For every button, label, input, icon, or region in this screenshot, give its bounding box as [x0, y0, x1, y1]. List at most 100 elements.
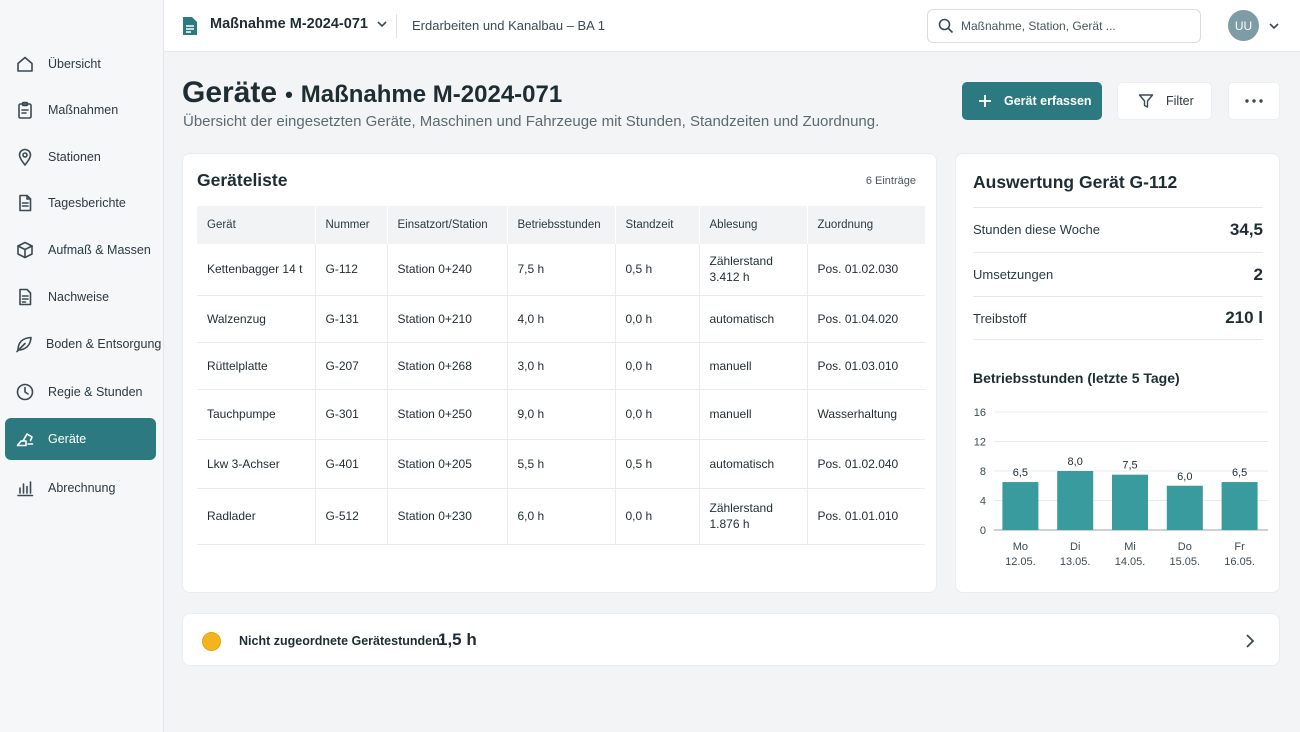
column-header[interactable]: Ablesung	[699, 206, 808, 244]
avatar[interactable]: UU	[1228, 10, 1259, 41]
sidebar-item-abrechnung[interactable]: Abrechnung	[5, 467, 156, 509]
sidebar-item-tagesberichte[interactable]: Tagesberichte	[5, 182, 156, 224]
bar-value-label: 6,5	[1013, 467, 1028, 479]
cell-reading: automatisch	[699, 439, 808, 489]
unassigned-hours-label: Nicht zugeordnete Gerätestunden:	[239, 634, 444, 648]
x-tick-label-date: 13.05.	[1060, 556, 1091, 568]
cell-hours: 6,0 h	[507, 488, 616, 545]
column-header[interactable]: Zuordnung	[807, 206, 925, 244]
cell-assignment: Pos. 01.04.020	[807, 295, 925, 343]
cell-reading: manuell	[699, 342, 808, 390]
cell-device: Walzenzug	[197, 295, 316, 343]
cell-device: Rüttelplatte	[197, 342, 316, 390]
table-row[interactable]: Tauchpumpe G-301 Station 0+250 9,0 h 0,0…	[197, 389, 925, 440]
home-icon	[14, 53, 36, 75]
sidebar-item-massnahmen[interactable]: Maßnahmen	[5, 89, 156, 131]
more-horizontal-icon	[1245, 99, 1263, 103]
reading-value: 1.876 h	[709, 517, 750, 531]
page-title-measure: Maßnahme M-2024-071	[300, 81, 563, 108]
sidebar-item-regie[interactable]: Regie & Stunden	[5, 371, 156, 413]
x-tick-label-day: Mo	[1013, 541, 1028, 553]
bar	[1166, 485, 1203, 530]
cell-assignment: Pos. 01.02.030	[807, 244, 925, 296]
stat-fuel: Treibstoff 210 l	[973, 296, 1263, 340]
plus-icon	[979, 95, 991, 107]
column-header[interactable]: Standzeit	[615, 206, 700, 244]
unassigned-hours-banner[interactable]: Nicht zugeordnete Gerätestunden: 1,5 h	[182, 613, 1280, 666]
sidebar: Übersicht Maßnahmen Stationen Tagesberic…	[0, 0, 164, 732]
cell-assignment: Pos. 01.02.040	[807, 439, 925, 489]
cell-assignment: Wasserhaltung	[807, 389, 925, 440]
stat-label: Umsetzungen	[973, 267, 1054, 282]
sidebar-item-geraete[interactable]: Geräte	[5, 418, 156, 460]
page-title-separator: •	[285, 82, 293, 107]
search-box[interactable]	[927, 9, 1201, 43]
x-tick-label-day: Di	[1070, 541, 1080, 553]
table-row[interactable]: Radlader G-512 Station 0+230 6,0 h 0,0 h…	[197, 488, 925, 545]
sidebar-item-nachweise[interactable]: Nachweise	[5, 276, 156, 318]
column-header[interactable]: Betriebsstunden	[507, 206, 616, 244]
table-row[interactable]: Rüttelplatte G-207 Station 0+268 3,0 h 0…	[197, 342, 925, 390]
sidebar-item-label: Nachweise	[48, 290, 110, 304]
unassigned-hours-value: 1,5 h	[438, 630, 477, 649]
device-list-title: Geräteliste	[197, 170, 288, 190]
sidebar-item-boden[interactable]: Boden & Entsorgung	[5, 323, 161, 365]
search-input[interactable]	[961, 19, 1191, 33]
stat-label: Stunden diese Woche	[973, 222, 1100, 237]
x-tick-label-date: 16.05.	[1224, 556, 1255, 568]
table-row[interactable]: Walzenzug G-131 Station 0+210 4,0 h 0,0 …	[197, 295, 925, 343]
cell-device: Kettenbagger 14 t	[197, 244, 316, 296]
chart-title: Betriebsstunden (letzte 5 Tage)	[973, 370, 1180, 386]
table-row[interactable]: Kettenbagger 14 t G-112 Station 0+240 7,…	[197, 244, 925, 296]
divider	[396, 14, 397, 38]
more-options-button[interactable]	[1228, 82, 1280, 120]
cell-number: G-131	[315, 295, 388, 343]
cell-assignment: Pos. 01.03.010	[807, 342, 925, 390]
sidebar-item-label: Stationen	[48, 150, 101, 164]
chevron-down-icon[interactable]	[1268, 20, 1280, 32]
filter-button[interactable]: Filter	[1117, 82, 1212, 120]
cell-station: Station 0+240	[387, 244, 508, 296]
sidebar-item-aufmass[interactable]: Aufmaß & Massen	[5, 229, 156, 271]
column-header[interactable]: Gerät	[197, 206, 316, 244]
bar-value-label: 6,0	[1177, 471, 1192, 483]
page-title: Geräte • Maßnahme M-2024-071	[182, 76, 562, 110]
stat-value: 34,5	[1229, 219, 1263, 239]
column-header[interactable]: Nummer	[315, 206, 388, 244]
file-icon	[14, 286, 36, 308]
sidebar-item-label: Regie & Stunden	[48, 385, 143, 399]
clock-icon	[14, 381, 36, 403]
cell-reading: automatisch	[699, 295, 808, 343]
cell-device: Tauchpumpe	[197, 389, 316, 440]
sidebar-item-label: Abrechnung	[48, 481, 116, 495]
document-icon	[183, 17, 197, 35]
x-tick-label-date: 12.05.	[1005, 556, 1036, 568]
measure-select[interactable]: Maßnahme M-2024-071	[210, 16, 388, 32]
cell-hours: 3,0 h	[507, 342, 616, 390]
cell-hours: 7,5 h	[507, 244, 616, 296]
stat-relocations: Umsetzungen 2	[973, 252, 1263, 296]
cell-assignment: Pos. 01.01.010	[807, 488, 925, 545]
x-tick-label-day: Fr	[1234, 541, 1245, 553]
project-name: Erdarbeiten und Kanalbau – BA 1	[412, 18, 605, 33]
add-device-button[interactable]: Gerät erfassen	[962, 82, 1102, 120]
bar	[1221, 482, 1258, 530]
sidebar-item-uebersicht[interactable]: Übersicht	[5, 43, 156, 85]
bar	[1002, 482, 1039, 530]
column-header[interactable]: Einsatzort/Station	[387, 206, 508, 244]
sidebar-item-stationen[interactable]: Stationen	[5, 136, 156, 178]
cell-idle: 0,5 h	[615, 244, 700, 296]
cell-number: G-401	[315, 439, 388, 489]
bar	[1112, 474, 1148, 530]
cell-hours: 9,0 h	[507, 389, 616, 440]
stat-label: Treibstoff	[973, 310, 1027, 326]
table-row[interactable]: Lkw 3-Achser G-401 Station 0+205 5,5 h 0…	[197, 439, 925, 489]
x-tick-label-date: 14.05.	[1115, 556, 1146, 568]
cube-icon	[14, 239, 36, 261]
cell-hours: 4,0 h	[507, 295, 616, 343]
chevron-right-icon	[1246, 634, 1255, 648]
bar-value-label: 8,0	[1068, 456, 1083, 468]
document-icon	[14, 192, 36, 214]
search-icon	[938, 18, 954, 34]
cell-hours: 5,5 h	[507, 439, 616, 489]
